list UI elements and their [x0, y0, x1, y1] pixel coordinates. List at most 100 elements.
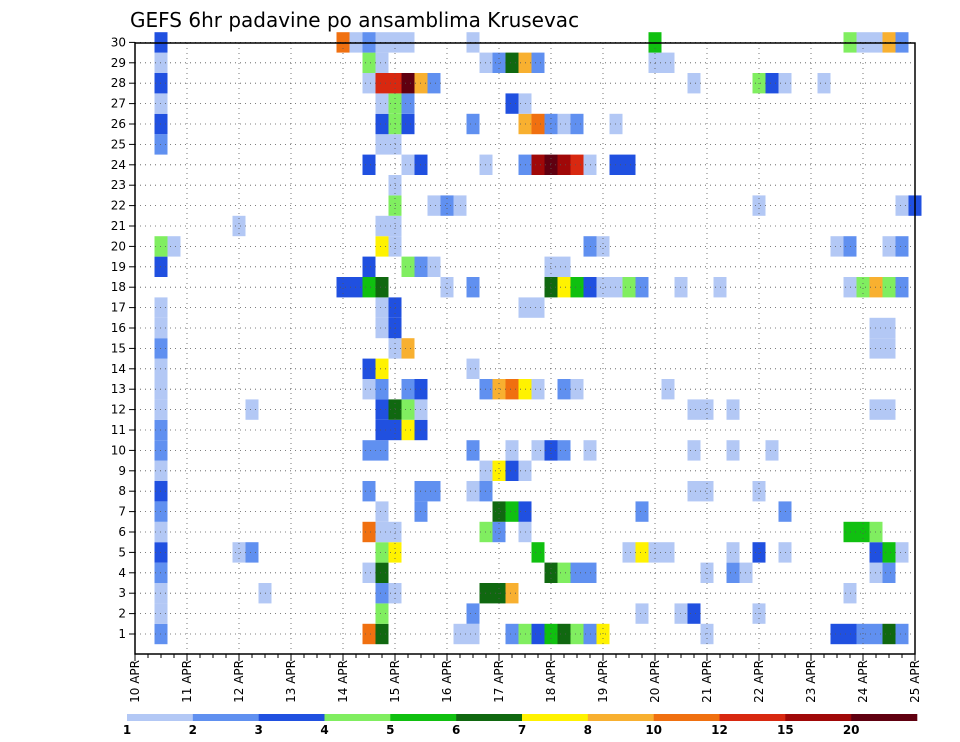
y-tick-label: 11 — [111, 423, 126, 437]
precip-cell — [882, 317, 896, 339]
grid-lines — [135, 42, 915, 654]
precip-cell — [700, 562, 714, 583]
y-tick-label: 15 — [111, 341, 126, 355]
precip-cell — [375, 379, 389, 400]
x-tick-label: 23 APR — [804, 660, 818, 703]
precip-cell — [557, 379, 571, 400]
precip-cell — [622, 277, 636, 298]
precip-cell — [895, 236, 909, 257]
x-tick-label: 12 APR — [232, 660, 246, 703]
precip-cell — [401, 256, 415, 277]
precip-cell — [466, 481, 480, 502]
precip-cell — [830, 623, 844, 645]
precip-cell — [362, 562, 376, 583]
colorbar-label: 10 — [645, 723, 662, 737]
precip-cell — [557, 154, 571, 175]
precip-cell — [882, 399, 896, 420]
precip-cell — [427, 73, 441, 94]
precip-cell — [596, 277, 610, 298]
precip-cell — [505, 460, 519, 481]
precip-cell — [531, 297, 545, 318]
precip-cell — [557, 256, 571, 277]
precip-cell — [505, 623, 519, 645]
precip-cell — [466, 113, 480, 135]
precip-cell — [375, 419, 389, 441]
precip-cell — [765, 73, 779, 94]
colorbar-label: 12 — [711, 723, 728, 737]
x-tick-label: 16 APR — [440, 660, 454, 703]
precip-cell — [557, 562, 571, 583]
y-tick-label: 18 — [111, 280, 126, 294]
chart-title: GEFS 6hr padavine po ansamblima Krusevac — [130, 8, 579, 32]
colorbar-swatch — [785, 714, 852, 721]
precip-cell — [635, 277, 649, 298]
precip-cell — [492, 52, 506, 73]
y-tick-label: 19 — [111, 260, 126, 274]
x-tick-label: 21 APR — [700, 660, 714, 703]
precip-cell — [362, 358, 376, 379]
precip-cell — [557, 623, 571, 645]
precip-cell — [427, 481, 441, 502]
y-tick-label: 4 — [118, 566, 126, 580]
precip-cell — [245, 399, 259, 420]
precip-cell — [687, 73, 701, 94]
precip-cell — [375, 317, 389, 339]
y-tick-label: 1 — [118, 627, 126, 641]
precip-cell — [622, 542, 636, 563]
precip-cell — [661, 542, 675, 563]
precip-cell — [362, 52, 376, 73]
precip-cell — [440, 195, 454, 216]
precip-cell — [882, 623, 896, 645]
colorbar-label: 6 — [452, 723, 460, 737]
precip-cell — [401, 399, 415, 420]
y-tick-label: 21 — [111, 219, 126, 233]
precip-cell — [531, 440, 545, 461]
precip-cell — [375, 52, 389, 73]
precip-cell — [375, 73, 389, 94]
precip-cell — [375, 542, 389, 563]
precip-cell — [570, 277, 584, 298]
precip-cell — [687, 481, 701, 502]
precip-cell — [817, 73, 831, 94]
precip-cell — [440, 277, 454, 298]
precip-cell — [635, 542, 649, 563]
x-tick-label: 24 APR — [856, 660, 870, 703]
precip-cell — [505, 379, 519, 400]
precip-cell — [570, 623, 584, 645]
precip-cell — [882, 236, 896, 257]
precip-cell — [232, 215, 246, 237]
precip-cell — [401, 113, 415, 135]
precip-cell — [531, 623, 545, 645]
precip-cell — [895, 623, 909, 645]
colorbar-swatch — [390, 714, 457, 721]
precip-cell — [882, 542, 896, 563]
x-tick-label: 17 APR — [492, 660, 506, 703]
precip-cell — [505, 440, 519, 461]
x-tick-label: 22 APR — [752, 660, 766, 703]
precip-cell — [531, 154, 545, 175]
y-tick-label: 28 — [111, 76, 126, 90]
precip-cell — [700, 399, 714, 420]
precip-cell — [505, 583, 519, 604]
precip-cell — [531, 113, 545, 135]
y-tick-label: 24 — [111, 158, 126, 172]
x-tick-label: 14 APR — [336, 660, 350, 703]
y-tick-label: 6 — [118, 525, 126, 539]
x-tick-label: 11 APR — [180, 660, 194, 703]
precip-cell — [882, 277, 896, 298]
precip-cell — [505, 501, 519, 522]
x-tick-label: 20 APR — [648, 660, 662, 703]
precip-cell — [375, 501, 389, 522]
precip-cell — [492, 521, 506, 543]
precip-cell — [401, 379, 415, 400]
precip-cell — [167, 236, 181, 257]
precip-cell — [895, 277, 909, 298]
colorbar-swatch — [324, 714, 391, 721]
precip-cell — [375, 562, 389, 583]
precip-cell — [375, 134, 389, 155]
precip-cell — [557, 277, 571, 298]
precip-cell — [362, 623, 376, 645]
y-tick-label: 5 — [118, 545, 126, 559]
y-tick-label: 22 — [111, 199, 126, 213]
y-tick-label: 23 — [111, 178, 126, 192]
